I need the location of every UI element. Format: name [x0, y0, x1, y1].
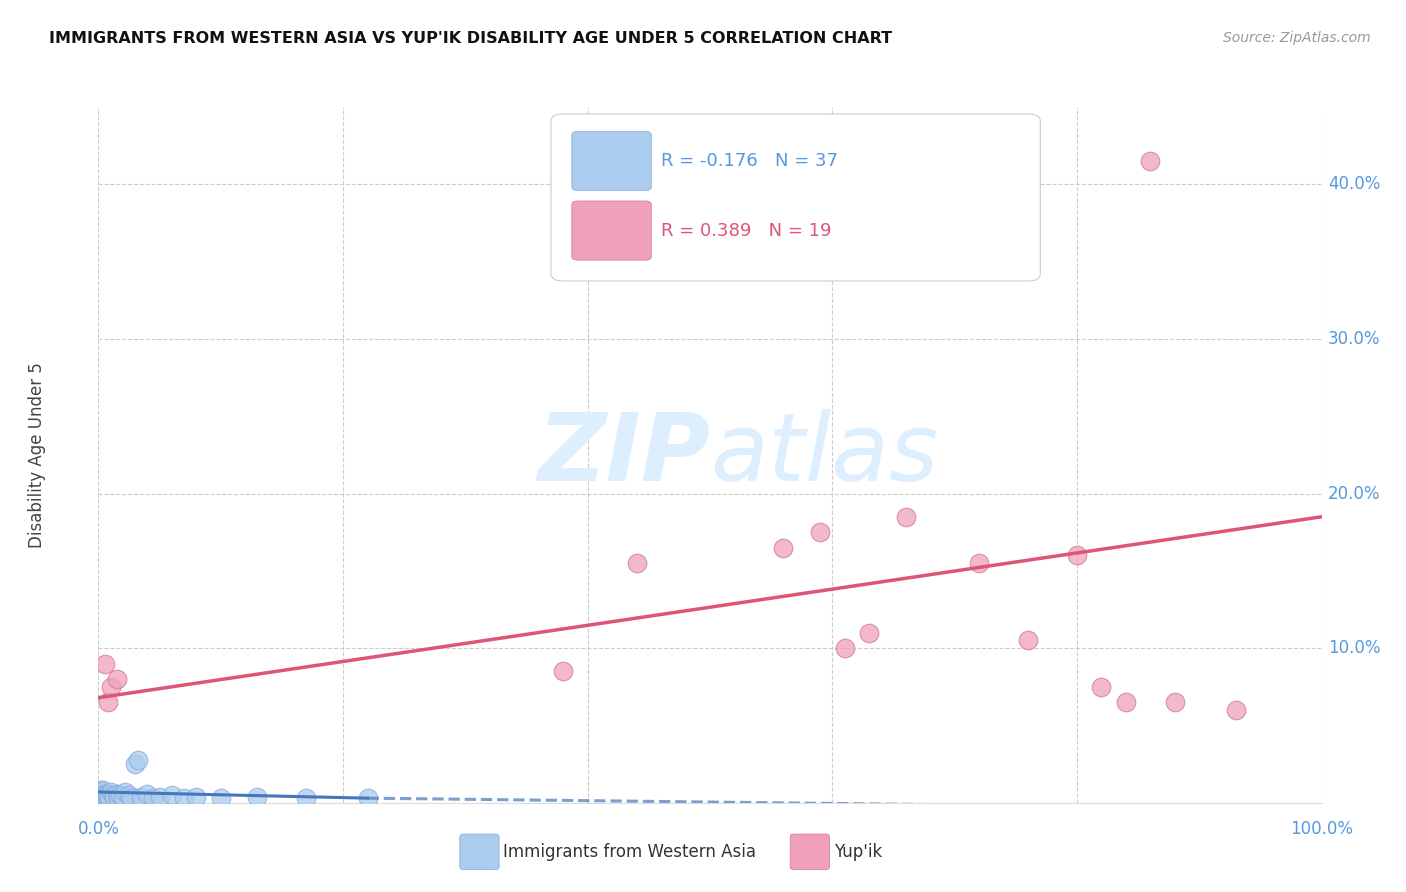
Text: R = -0.176   N = 37: R = -0.176 N = 37 [661, 153, 838, 170]
Point [97, 695, 120, 709]
Point [120, 791, 142, 805]
Point [93, 787, 115, 801]
FancyBboxPatch shape [572, 201, 651, 260]
Point [98, 791, 121, 805]
Point [111, 789, 134, 804]
Point [91, 787, 114, 801]
Point [89, 788, 111, 802]
Point [90, 785, 112, 799]
Point [97, 788, 120, 802]
Point [295, 791, 318, 805]
Point [90, 789, 112, 804]
Point [91, 791, 114, 805]
Point [1066, 549, 1088, 563]
Text: 40.0%: 40.0% [1327, 176, 1381, 194]
Point [858, 625, 880, 640]
Point [93, 657, 115, 671]
Point [1139, 154, 1161, 169]
Text: Source: ZipAtlas.com: Source: ZipAtlas.com [1223, 31, 1371, 45]
Text: 10.0%: 10.0% [1327, 640, 1381, 657]
Point [356, 791, 378, 805]
Point [1017, 633, 1039, 648]
Point [246, 789, 269, 804]
Point [107, 791, 129, 805]
Point [94, 788, 117, 802]
Point [91, 783, 114, 797]
Point [103, 789, 125, 804]
Point [118, 788, 141, 802]
Point [894, 509, 917, 524]
Text: 20.0%: 20.0% [1327, 484, 1381, 502]
FancyBboxPatch shape [551, 114, 1040, 281]
Point [91, 788, 114, 802]
Text: 100.0%: 100.0% [1291, 821, 1353, 838]
Point [1164, 695, 1187, 709]
Point [808, 525, 831, 540]
Point [105, 672, 128, 686]
Text: Disability Age Under 5: Disability Age Under 5 [28, 362, 46, 548]
Point [114, 785, 136, 799]
Point [209, 791, 232, 805]
Point [93, 789, 115, 804]
Text: atlas: atlas [710, 409, 938, 500]
Point [129, 789, 152, 804]
Text: ZIP: ZIP [537, 409, 710, 501]
Point [553, 665, 575, 679]
Point [1090, 680, 1112, 694]
Point [173, 791, 195, 805]
Point [110, 788, 132, 802]
Point [1225, 703, 1247, 717]
Point [136, 787, 159, 801]
Point [160, 788, 183, 802]
Text: Immigrants from Western Asia: Immigrants from Western Asia [503, 843, 756, 861]
Text: IMMIGRANTS FROM WESTERN ASIA VS YUP'IK DISABILITY AGE UNDER 5 CORRELATION CHART: IMMIGRANTS FROM WESTERN ASIA VS YUP'IK D… [49, 31, 893, 46]
Point [834, 641, 856, 656]
Point [149, 789, 172, 804]
Point [127, 752, 149, 766]
Text: 30.0%: 30.0% [1327, 330, 1381, 348]
Point [626, 556, 648, 570]
Text: 0.0%: 0.0% [77, 821, 120, 838]
Point [967, 556, 990, 570]
Point [142, 791, 165, 805]
Text: R = 0.389   N = 19: R = 0.389 N = 19 [661, 222, 831, 240]
Point [89, 783, 111, 797]
Point [96, 789, 118, 804]
Point [101, 788, 124, 802]
Point [100, 785, 122, 799]
Point [124, 757, 146, 772]
Point [186, 789, 208, 804]
FancyBboxPatch shape [572, 131, 651, 191]
Point [100, 680, 122, 694]
Text: Yup'ik: Yup'ik [834, 843, 882, 861]
Point [105, 787, 128, 801]
Point [772, 541, 794, 555]
Point [1115, 695, 1137, 709]
